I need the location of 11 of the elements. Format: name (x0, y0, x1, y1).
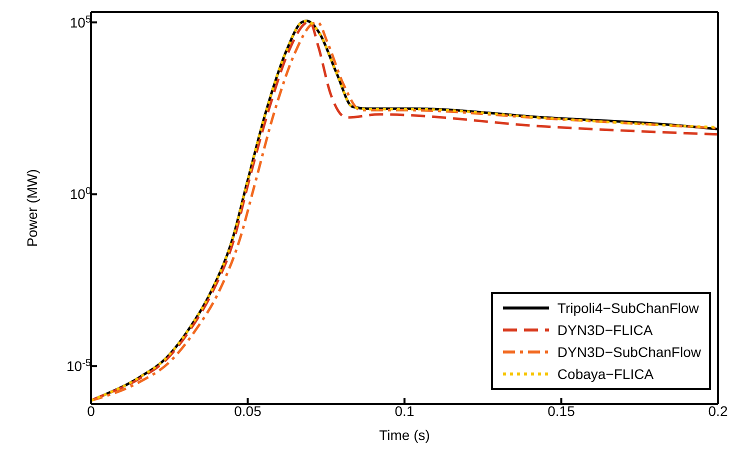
y-axis-title: Power (MW) (24, 169, 40, 247)
x-tick-label: 0.15 (548, 403, 576, 419)
x-tick-label: 0 (87, 403, 96, 419)
x-tick-label: 0.2 (708, 403, 728, 419)
x-tick-label: 0.1 (394, 403, 414, 419)
legend-label: DYN3D−FLICA (557, 321, 653, 340)
x-axis-title: Time (s) (379, 427, 430, 443)
legend-label: Cobaya−FLICA (557, 365, 654, 384)
x-tick-label: 0.05 (234, 403, 262, 419)
legend-label: Tripoli4−SubChanFlow (557, 299, 699, 318)
legend-label: DYN3D−SubChanFlow (557, 343, 701, 362)
